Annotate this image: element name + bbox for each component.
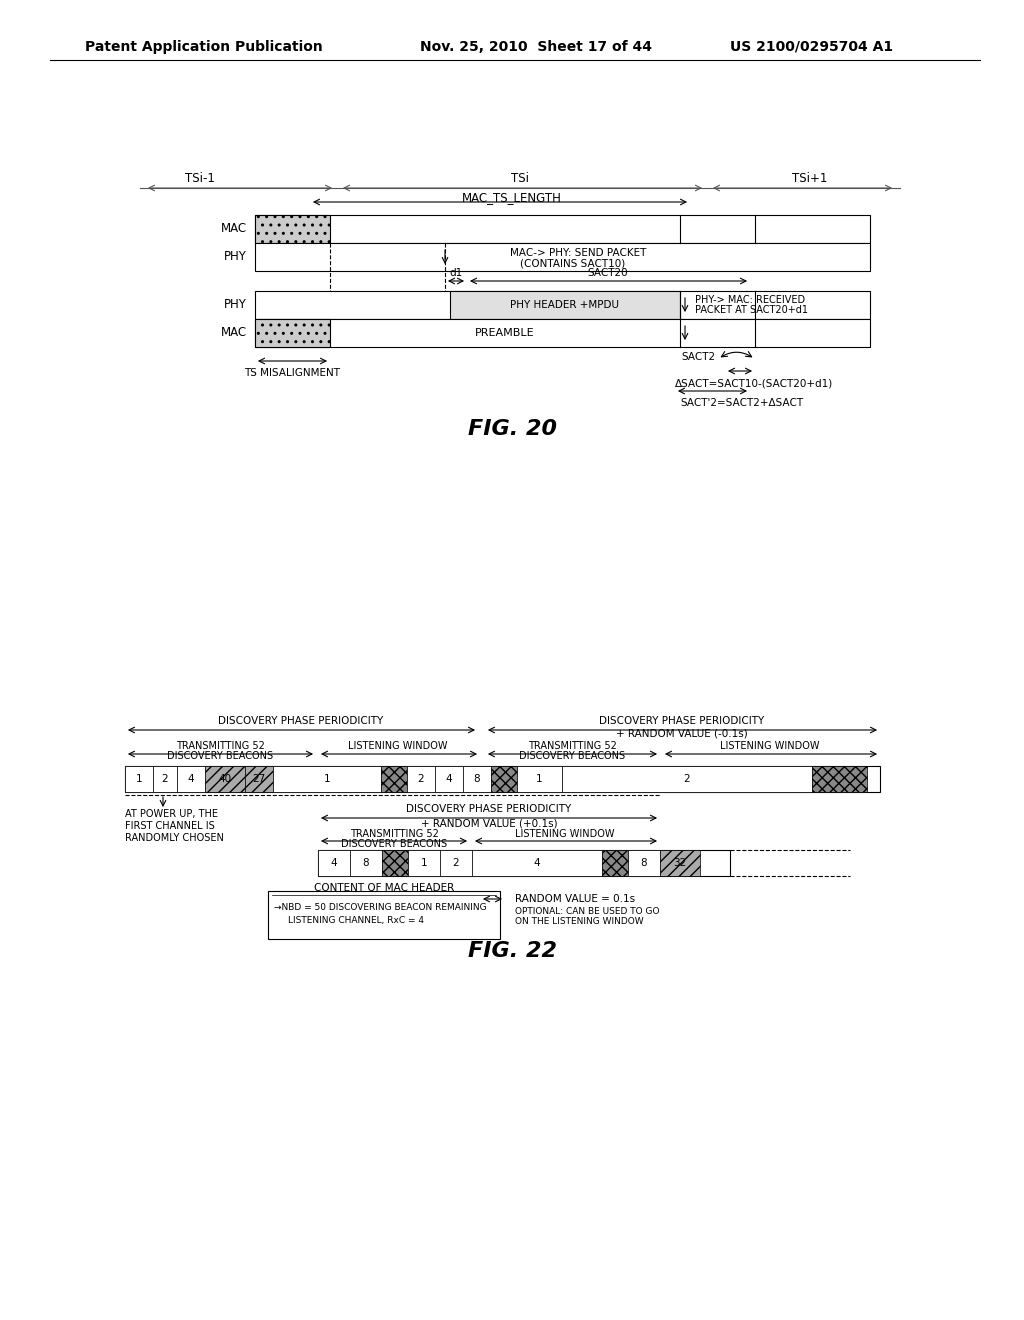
Text: MAC_TS_LENGTH: MAC_TS_LENGTH bbox=[462, 191, 562, 205]
Text: TRANSMITTING 52: TRANSMITTING 52 bbox=[349, 829, 438, 840]
Text: 27: 27 bbox=[252, 774, 265, 784]
Text: 8: 8 bbox=[362, 858, 370, 869]
Text: PACKET AT SACT20+d1: PACKET AT SACT20+d1 bbox=[695, 305, 808, 315]
Text: LISTENING CHANNEL, RxC = 4: LISTENING CHANNEL, RxC = 4 bbox=[288, 916, 424, 925]
Bar bbox=[318, 850, 350, 876]
Bar bbox=[268, 891, 500, 939]
Text: 1: 1 bbox=[324, 774, 331, 784]
Text: LISTENING WINDOW: LISTENING WINDOW bbox=[348, 741, 447, 751]
Text: 4: 4 bbox=[187, 774, 195, 784]
Text: AT POWER UP, THE: AT POWER UP, THE bbox=[125, 809, 218, 818]
Bar bbox=[562, 766, 812, 792]
Bar bbox=[628, 850, 660, 876]
Text: FIG. 22: FIG. 22 bbox=[468, 941, 556, 961]
Text: 32: 32 bbox=[674, 858, 687, 869]
Bar bbox=[255, 319, 330, 347]
Text: SACT20: SACT20 bbox=[588, 268, 629, 279]
Text: LISTENING WINDOW: LISTENING WINDOW bbox=[720, 741, 820, 751]
Text: 8: 8 bbox=[474, 774, 480, 784]
Bar bbox=[382, 850, 408, 876]
Bar bbox=[660, 850, 700, 876]
Text: 1: 1 bbox=[136, 774, 142, 784]
Text: TSi: TSi bbox=[511, 172, 529, 185]
Text: 2: 2 bbox=[162, 774, 168, 784]
Text: PHY: PHY bbox=[224, 251, 247, 264]
Text: (CONTAINS SACT10): (CONTAINS SACT10) bbox=[520, 257, 626, 268]
Bar bbox=[435, 766, 463, 792]
Bar bbox=[153, 766, 177, 792]
Text: 1: 1 bbox=[537, 774, 543, 784]
Text: TRANSMITTING 52: TRANSMITTING 52 bbox=[175, 741, 264, 751]
Text: 4: 4 bbox=[331, 858, 337, 869]
Bar bbox=[255, 319, 870, 347]
Bar bbox=[350, 850, 382, 876]
Bar bbox=[245, 766, 273, 792]
Bar bbox=[812, 766, 867, 792]
Bar bbox=[381, 766, 407, 792]
Text: →NBD = 50 DISCOVERING BEACON REMAINING: →NBD = 50 DISCOVERING BEACON REMAINING bbox=[274, 903, 486, 912]
Text: DISCOVERY BEACONS: DISCOVERY BEACONS bbox=[167, 751, 273, 762]
Bar bbox=[463, 766, 490, 792]
Text: TRANSMITTING 52: TRANSMITTING 52 bbox=[527, 741, 616, 751]
Text: MAC: MAC bbox=[221, 223, 247, 235]
Bar bbox=[255, 215, 870, 243]
Bar bbox=[255, 243, 870, 271]
Bar bbox=[490, 766, 517, 792]
Text: ON THE LISTENING WINDOW: ON THE LISTENING WINDOW bbox=[515, 917, 644, 927]
Text: CONTENT OF MAC HEADER: CONTENT OF MAC HEADER bbox=[314, 883, 454, 894]
Bar bbox=[125, 766, 880, 792]
Text: + RANDOM VALUE (-0.1s): + RANDOM VALUE (-0.1s) bbox=[616, 729, 748, 739]
Text: SACT2: SACT2 bbox=[681, 352, 715, 362]
Text: SACT'2=SACT2+ΔSACT: SACT'2=SACT2+ΔSACT bbox=[680, 399, 803, 408]
Text: 4: 4 bbox=[445, 774, 453, 784]
Text: TSi+1: TSi+1 bbox=[793, 172, 827, 185]
Bar bbox=[440, 850, 472, 876]
Text: LISTENING WINDOW: LISTENING WINDOW bbox=[515, 829, 614, 840]
Bar bbox=[602, 850, 628, 876]
Text: DISCOVERY PHASE PERIODICITY: DISCOVERY PHASE PERIODICITY bbox=[599, 715, 765, 726]
Bar bbox=[318, 850, 730, 876]
Text: 40: 40 bbox=[218, 774, 231, 784]
Text: MAC: MAC bbox=[221, 326, 247, 339]
Bar bbox=[408, 850, 440, 876]
Text: 4: 4 bbox=[534, 858, 541, 869]
Text: OPTIONAL: CAN BE USED TO GO: OPTIONAL: CAN BE USED TO GO bbox=[515, 907, 659, 916]
Text: PHY-> MAC: RECEIVED: PHY-> MAC: RECEIVED bbox=[695, 294, 805, 305]
Text: 2: 2 bbox=[453, 858, 460, 869]
Bar bbox=[450, 290, 680, 319]
Text: + RANDOM VALUE (+0.1s): + RANDOM VALUE (+0.1s) bbox=[421, 818, 557, 828]
Text: PHY: PHY bbox=[224, 298, 247, 312]
Text: PREAMBLE: PREAMBLE bbox=[475, 327, 535, 338]
Text: DISCOVERY PHASE PERIODICITY: DISCOVERY PHASE PERIODICITY bbox=[218, 715, 384, 726]
Text: FIRST CHANNEL IS: FIRST CHANNEL IS bbox=[125, 821, 215, 832]
Bar bbox=[517, 766, 562, 792]
Text: RANDOM VALUE = 0.1s: RANDOM VALUE = 0.1s bbox=[515, 894, 635, 904]
Text: DISCOVERY BEACONS: DISCOVERY BEACONS bbox=[341, 840, 447, 849]
Text: ΔSACT=SACT10-(SACT20+d1): ΔSACT=SACT10-(SACT20+d1) bbox=[675, 378, 834, 388]
Text: Patent Application Publication: Patent Application Publication bbox=[85, 40, 323, 54]
Text: RANDOMLY CHOSEN: RANDOMLY CHOSEN bbox=[125, 833, 224, 843]
Text: DISCOVERY PHASE PERIODICITY: DISCOVERY PHASE PERIODICITY bbox=[407, 804, 571, 814]
Bar bbox=[205, 766, 245, 792]
Text: 2: 2 bbox=[684, 774, 690, 784]
Bar bbox=[125, 766, 153, 792]
Bar bbox=[177, 766, 205, 792]
Text: DISCOVERY BEACONS: DISCOVERY BEACONS bbox=[519, 751, 625, 762]
Text: d1: d1 bbox=[450, 268, 463, 279]
Text: Nov. 25, 2010  Sheet 17 of 44: Nov. 25, 2010 Sheet 17 of 44 bbox=[420, 40, 652, 54]
Text: 1: 1 bbox=[421, 858, 427, 869]
Text: TSi-1: TSi-1 bbox=[185, 172, 215, 185]
Text: 2: 2 bbox=[418, 774, 424, 784]
Bar bbox=[255, 215, 330, 243]
Bar bbox=[255, 290, 870, 319]
Text: MAC-> PHY: SEND PACKET: MAC-> PHY: SEND PACKET bbox=[510, 248, 646, 257]
Text: FIG. 20: FIG. 20 bbox=[468, 418, 556, 440]
Text: US 2100/0295704 A1: US 2100/0295704 A1 bbox=[730, 40, 893, 54]
Bar bbox=[407, 766, 435, 792]
Bar bbox=[472, 850, 602, 876]
Text: TS MISALIGNMENT: TS MISALIGNMENT bbox=[244, 368, 340, 378]
Bar bbox=[273, 766, 381, 792]
Text: 8: 8 bbox=[641, 858, 647, 869]
Text: PHY HEADER +MPDU: PHY HEADER +MPDU bbox=[511, 300, 620, 310]
